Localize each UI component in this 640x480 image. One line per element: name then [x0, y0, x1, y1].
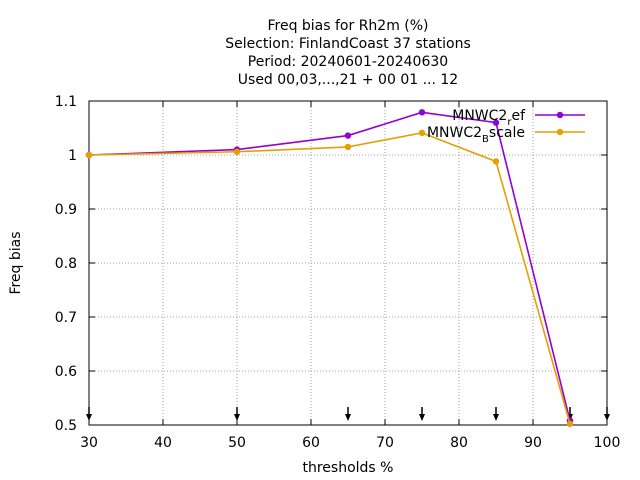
arrow-head — [86, 414, 92, 421]
y-tick-label: 0.8 — [55, 256, 77, 272]
series-0 — [85, 109, 574, 424]
axis-ticks: 30 40 50 60 70 80 90 100 0.5 0.6 0.7 0.8 0.9 1 1.1 — [55, 94, 621, 451]
y-axis-label: Freq bias — [8, 231, 24, 294]
x-tick-label: 30 — [80, 435, 98, 451]
legend-item-0: MNWC2ref — [452, 108, 585, 128]
x-tick-label: 90 — [524, 435, 542, 451]
legend-marker — [556, 111, 564, 119]
arrow-head — [493, 414, 499, 421]
data-point — [344, 143, 352, 151]
data-point — [418, 129, 426, 137]
x-axis-label: thresholds % — [303, 460, 394, 476]
legend-marker — [556, 128, 564, 136]
threshold-arrows — [86, 407, 610, 421]
chart-title: Freq bias for Rh2m (%) Selection: Finland… — [225, 18, 471, 88]
y-tick-label: 1 — [68, 148, 77, 164]
y-tick-label: 1.1 — [55, 94, 77, 110]
threshold-arrow — [234, 407, 240, 421]
title-line-3: Used 00,03,...,21 + 00 01 ... 12 — [238, 72, 458, 88]
arrow-head — [234, 414, 240, 421]
data-point — [85, 151, 93, 159]
title-line-0: Freq bias for Rh2m (%) — [267, 18, 428, 34]
arrow-head — [604, 414, 610, 421]
data-point — [492, 119, 500, 126]
data-point — [344, 132, 352, 139]
threshold-arrow — [345, 407, 351, 421]
series-1 — [85, 129, 574, 428]
title-line-2: Period: 20240601-20240630 — [248, 54, 448, 70]
grid-lines — [89, 101, 607, 425]
data-point — [233, 148, 241, 155]
data-series — [85, 109, 574, 428]
legend-label: MNWC2Bscale — [427, 125, 525, 145]
series-line — [88, 132, 571, 425]
x-tick-label: 50 — [228, 435, 246, 451]
arrow-head — [419, 414, 425, 421]
y-tick-label: 0.9 — [55, 202, 77, 218]
data-point — [566, 420, 574, 428]
arrow-head — [345, 414, 351, 421]
x-tick-label: 40 — [154, 435, 172, 451]
threshold-arrow — [493, 407, 499, 421]
threshold-arrow — [419, 407, 425, 421]
legend-item-1: MNWC2Bscale — [427, 125, 585, 145]
threshold-arrow — [604, 407, 610, 421]
data-point — [492, 158, 500, 165]
data-point — [418, 109, 426, 116]
legend-label: MNWC2ref — [452, 108, 526, 128]
x-tick-label: 60 — [302, 435, 320, 451]
x-tick-label: 70 — [376, 435, 394, 451]
x-tick-label: 80 — [450, 435, 468, 451]
y-tick-label: 0.5 — [55, 418, 77, 434]
x-tick-label: 100 — [594, 435, 621, 451]
series-line — [88, 111, 571, 421]
threshold-arrow — [86, 407, 92, 421]
title-line-1: Selection: FinlandCoast 37 stations — [225, 36, 471, 52]
y-tick-label: 0.7 — [55, 310, 77, 326]
y-tick-label: 0.6 — [55, 364, 77, 380]
